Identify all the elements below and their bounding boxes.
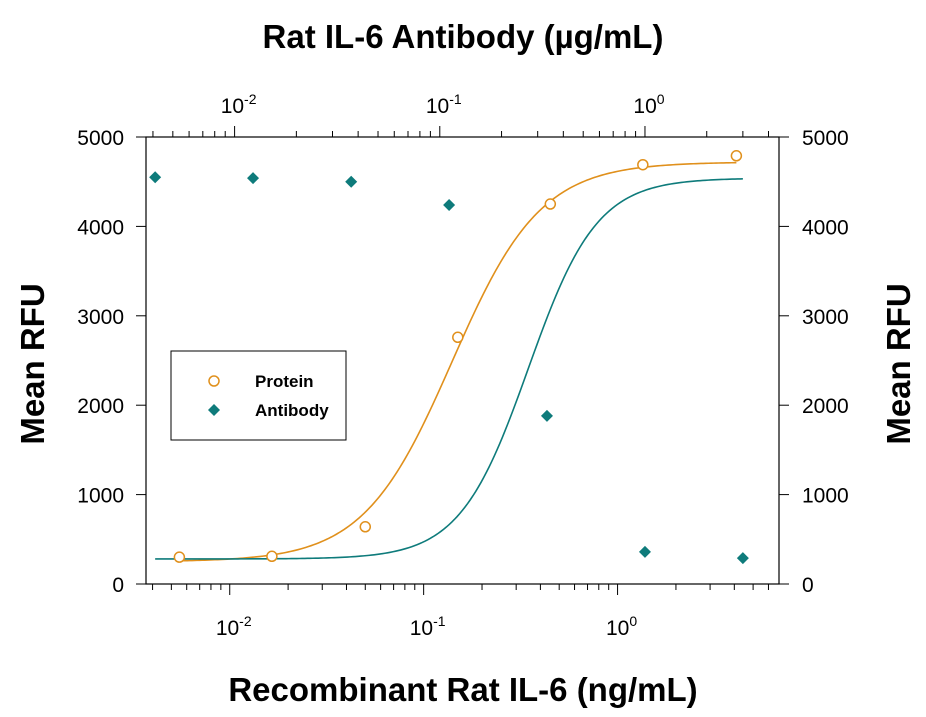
legend-box (170, 350, 347, 441)
protein-data-point (266, 550, 278, 563)
top-tick-label: 100 (633, 91, 664, 118)
left-tick-label: 3000 (77, 306, 124, 329)
protein-data-point (359, 521, 372, 533)
right-tick-label: 1000 (802, 485, 849, 508)
antibody-data-point (736, 552, 749, 565)
left-tick-label: 5000 (77, 127, 124, 150)
right-tick-label: 2000 (802, 395, 849, 418)
protein-data-point (452, 331, 464, 344)
protein-data-point (637, 158, 649, 171)
protein-data-point (173, 551, 186, 563)
legend-protein-label: Protein (255, 372, 314, 391)
antibody-fit-curve (155, 178, 743, 560)
left-tick-label: 2000 (77, 395, 124, 418)
antibody-data-point (540, 409, 553, 422)
left-axis-title: Mean RFU (14, 283, 51, 444)
right-tick-label: 3000 (802, 306, 849, 329)
right-tick-label: 4000 (802, 216, 849, 239)
left-tick-label: 0 (112, 574, 124, 597)
plot-frame (145, 136, 780, 585)
bottom-tick-label: 10-1 (410, 613, 446, 640)
antibody-data-point (247, 172, 260, 185)
top-tick-label: 10-2 (221, 91, 257, 118)
bottom-axis-title: Recombinant Rat IL-6 (ng/mL) (228, 671, 697, 708)
protein-data-point (730, 150, 743, 162)
legend-antibody-marker (208, 404, 220, 416)
left-tick-label: 1000 (77, 485, 124, 508)
legend-protein-marker (208, 375, 220, 387)
right-axis-title: Mean RFU (880, 283, 917, 444)
bottom-tick-label: 100 (606, 613, 637, 640)
top-tick-label: 10-1 (426, 91, 462, 118)
right-tick-label: 0 (802, 574, 814, 597)
antibody-data-point (638, 545, 651, 558)
protein-data-point (544, 198, 557, 210)
top-axis-title: Rat IL-6 Antibody (µg/mL) (263, 18, 664, 55)
antibody-data-point (443, 198, 456, 211)
legend-antibody-label: Antibody (255, 401, 329, 420)
antibody-data-point (149, 171, 162, 184)
left-tick-label: 4000 (77, 216, 124, 239)
legend: Protein Antibody (170, 350, 347, 441)
bottom-tick-label: 10-2 (216, 613, 252, 640)
right-tick-label: 5000 (802, 127, 849, 150)
antibody-data-point (345, 175, 358, 188)
